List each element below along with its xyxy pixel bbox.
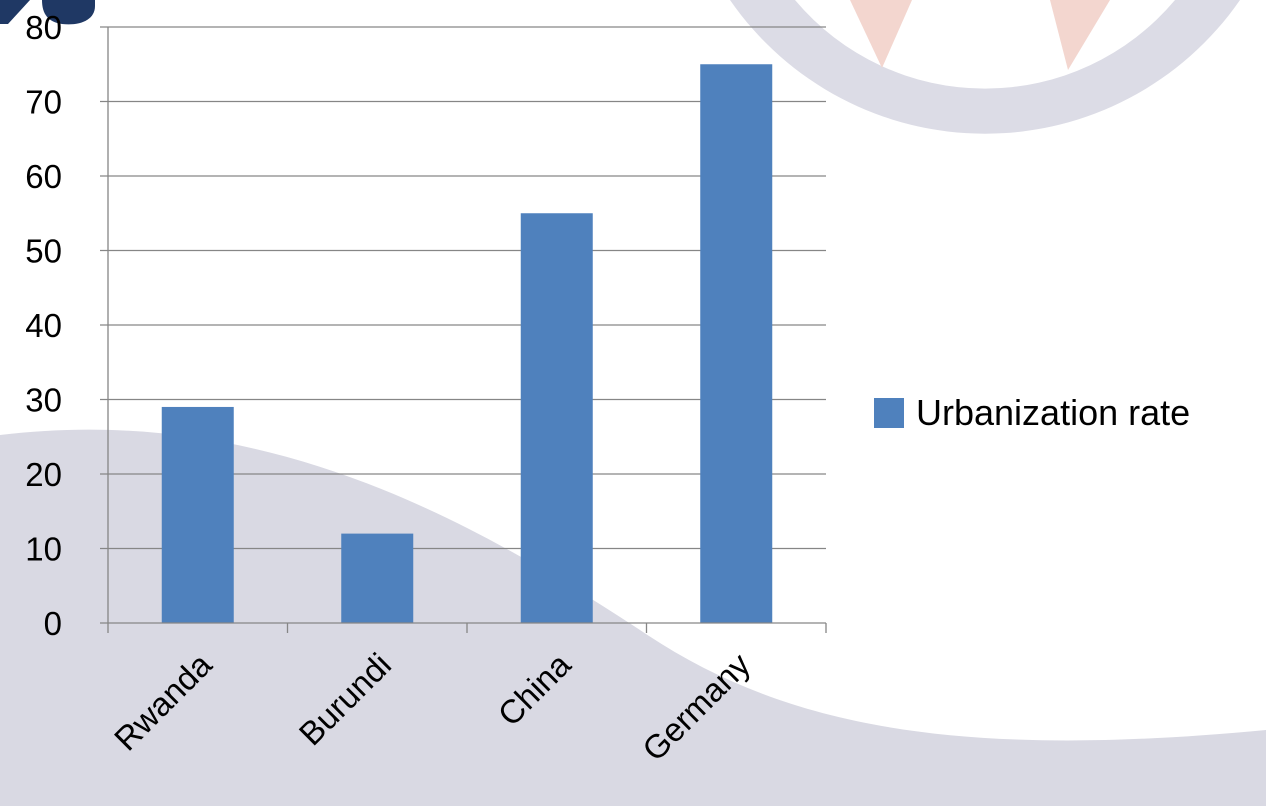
y-tick-label-70: 70 <box>25 84 62 121</box>
emblem-accent-left <box>850 0 912 68</box>
y-tick-label-20: 20 <box>25 456 62 493</box>
y-tick-label-80: 80 <box>25 9 62 46</box>
y-axis-tick-labels: 0 10 20 30 40 50 60 70 80 <box>25 9 62 642</box>
x-category-label-burundi: Burundi <box>292 646 399 753</box>
emblem-ring <box>730 0 1240 134</box>
legend-swatch <box>874 398 904 428</box>
y-tick-label-10: 10 <box>25 531 62 568</box>
y-tick-label-60: 60 <box>25 158 62 195</box>
decorative-emblem <box>730 0 1240 134</box>
x-category-label-germany: Germany <box>635 645 757 767</box>
title-fragment-glyph-2 <box>42 0 95 25</box>
x-category-label-rwanda: Rwanda <box>107 645 219 757</box>
legend: Urbanization rate <box>874 392 1190 433</box>
bar-burundi <box>341 533 414 623</box>
x-axis-category-labels: Rwanda Burundi China Germany <box>107 645 758 768</box>
y-tick-label-40: 40 <box>25 307 62 344</box>
background-wave-shape <box>0 429 1266 806</box>
bar-rwanda <box>161 406 234 623</box>
bars <box>161 64 773 623</box>
bar-china <box>520 213 593 623</box>
emblem-accent-right <box>1050 0 1110 70</box>
bar-germany <box>700 64 773 623</box>
title-fragment-glyph <box>0 0 30 24</box>
x-category-label-china: China <box>491 645 579 733</box>
y-tick-label-30: 30 <box>25 382 62 419</box>
axes <box>100 27 827 633</box>
legend-label: Urbanization rate <box>916 392 1190 433</box>
y-tick-label-50: 50 <box>25 233 62 270</box>
y-tick-label-0: 0 <box>44 605 62 642</box>
